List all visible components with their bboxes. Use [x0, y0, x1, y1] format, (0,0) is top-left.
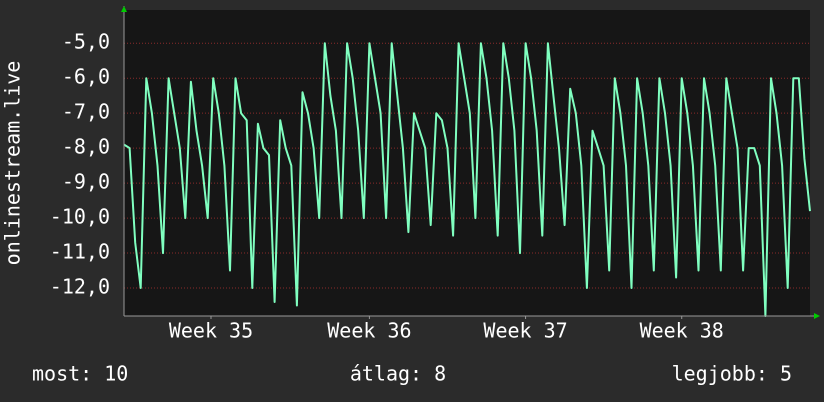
y-tick-label: -11,0 — [50, 240, 110, 264]
y-tick-label: -9,0 — [62, 170, 110, 194]
plot-area — [124, 10, 810, 316]
x-tick-label: Week 36 — [327, 319, 411, 343]
y-axis-title: onlinestream.live — [1, 61, 25, 266]
stat-current: most: 10 — [32, 362, 128, 386]
stat-average: átlag: 8 — [350, 362, 446, 386]
y-tick-label: -5,0 — [62, 30, 110, 54]
x-arrow — [814, 313, 820, 319]
x-tick-label: Week 37 — [483, 319, 567, 343]
x-tick-label: Week 35 — [169, 319, 253, 343]
y-arrow — [121, 6, 127, 12]
x-tick-label: Week 38 — [640, 319, 724, 343]
y-tick-label: -6,0 — [62, 65, 110, 89]
y-tick-label: -12,0 — [50, 275, 110, 299]
stat-best: legjobb: 5 — [672, 362, 792, 386]
y-tick-label: -8,0 — [62, 135, 110, 159]
y-tick-label: -7,0 — [62, 100, 110, 124]
y-tick-label: -10,0 — [50, 205, 110, 229]
series-line — [123, 42, 811, 317]
